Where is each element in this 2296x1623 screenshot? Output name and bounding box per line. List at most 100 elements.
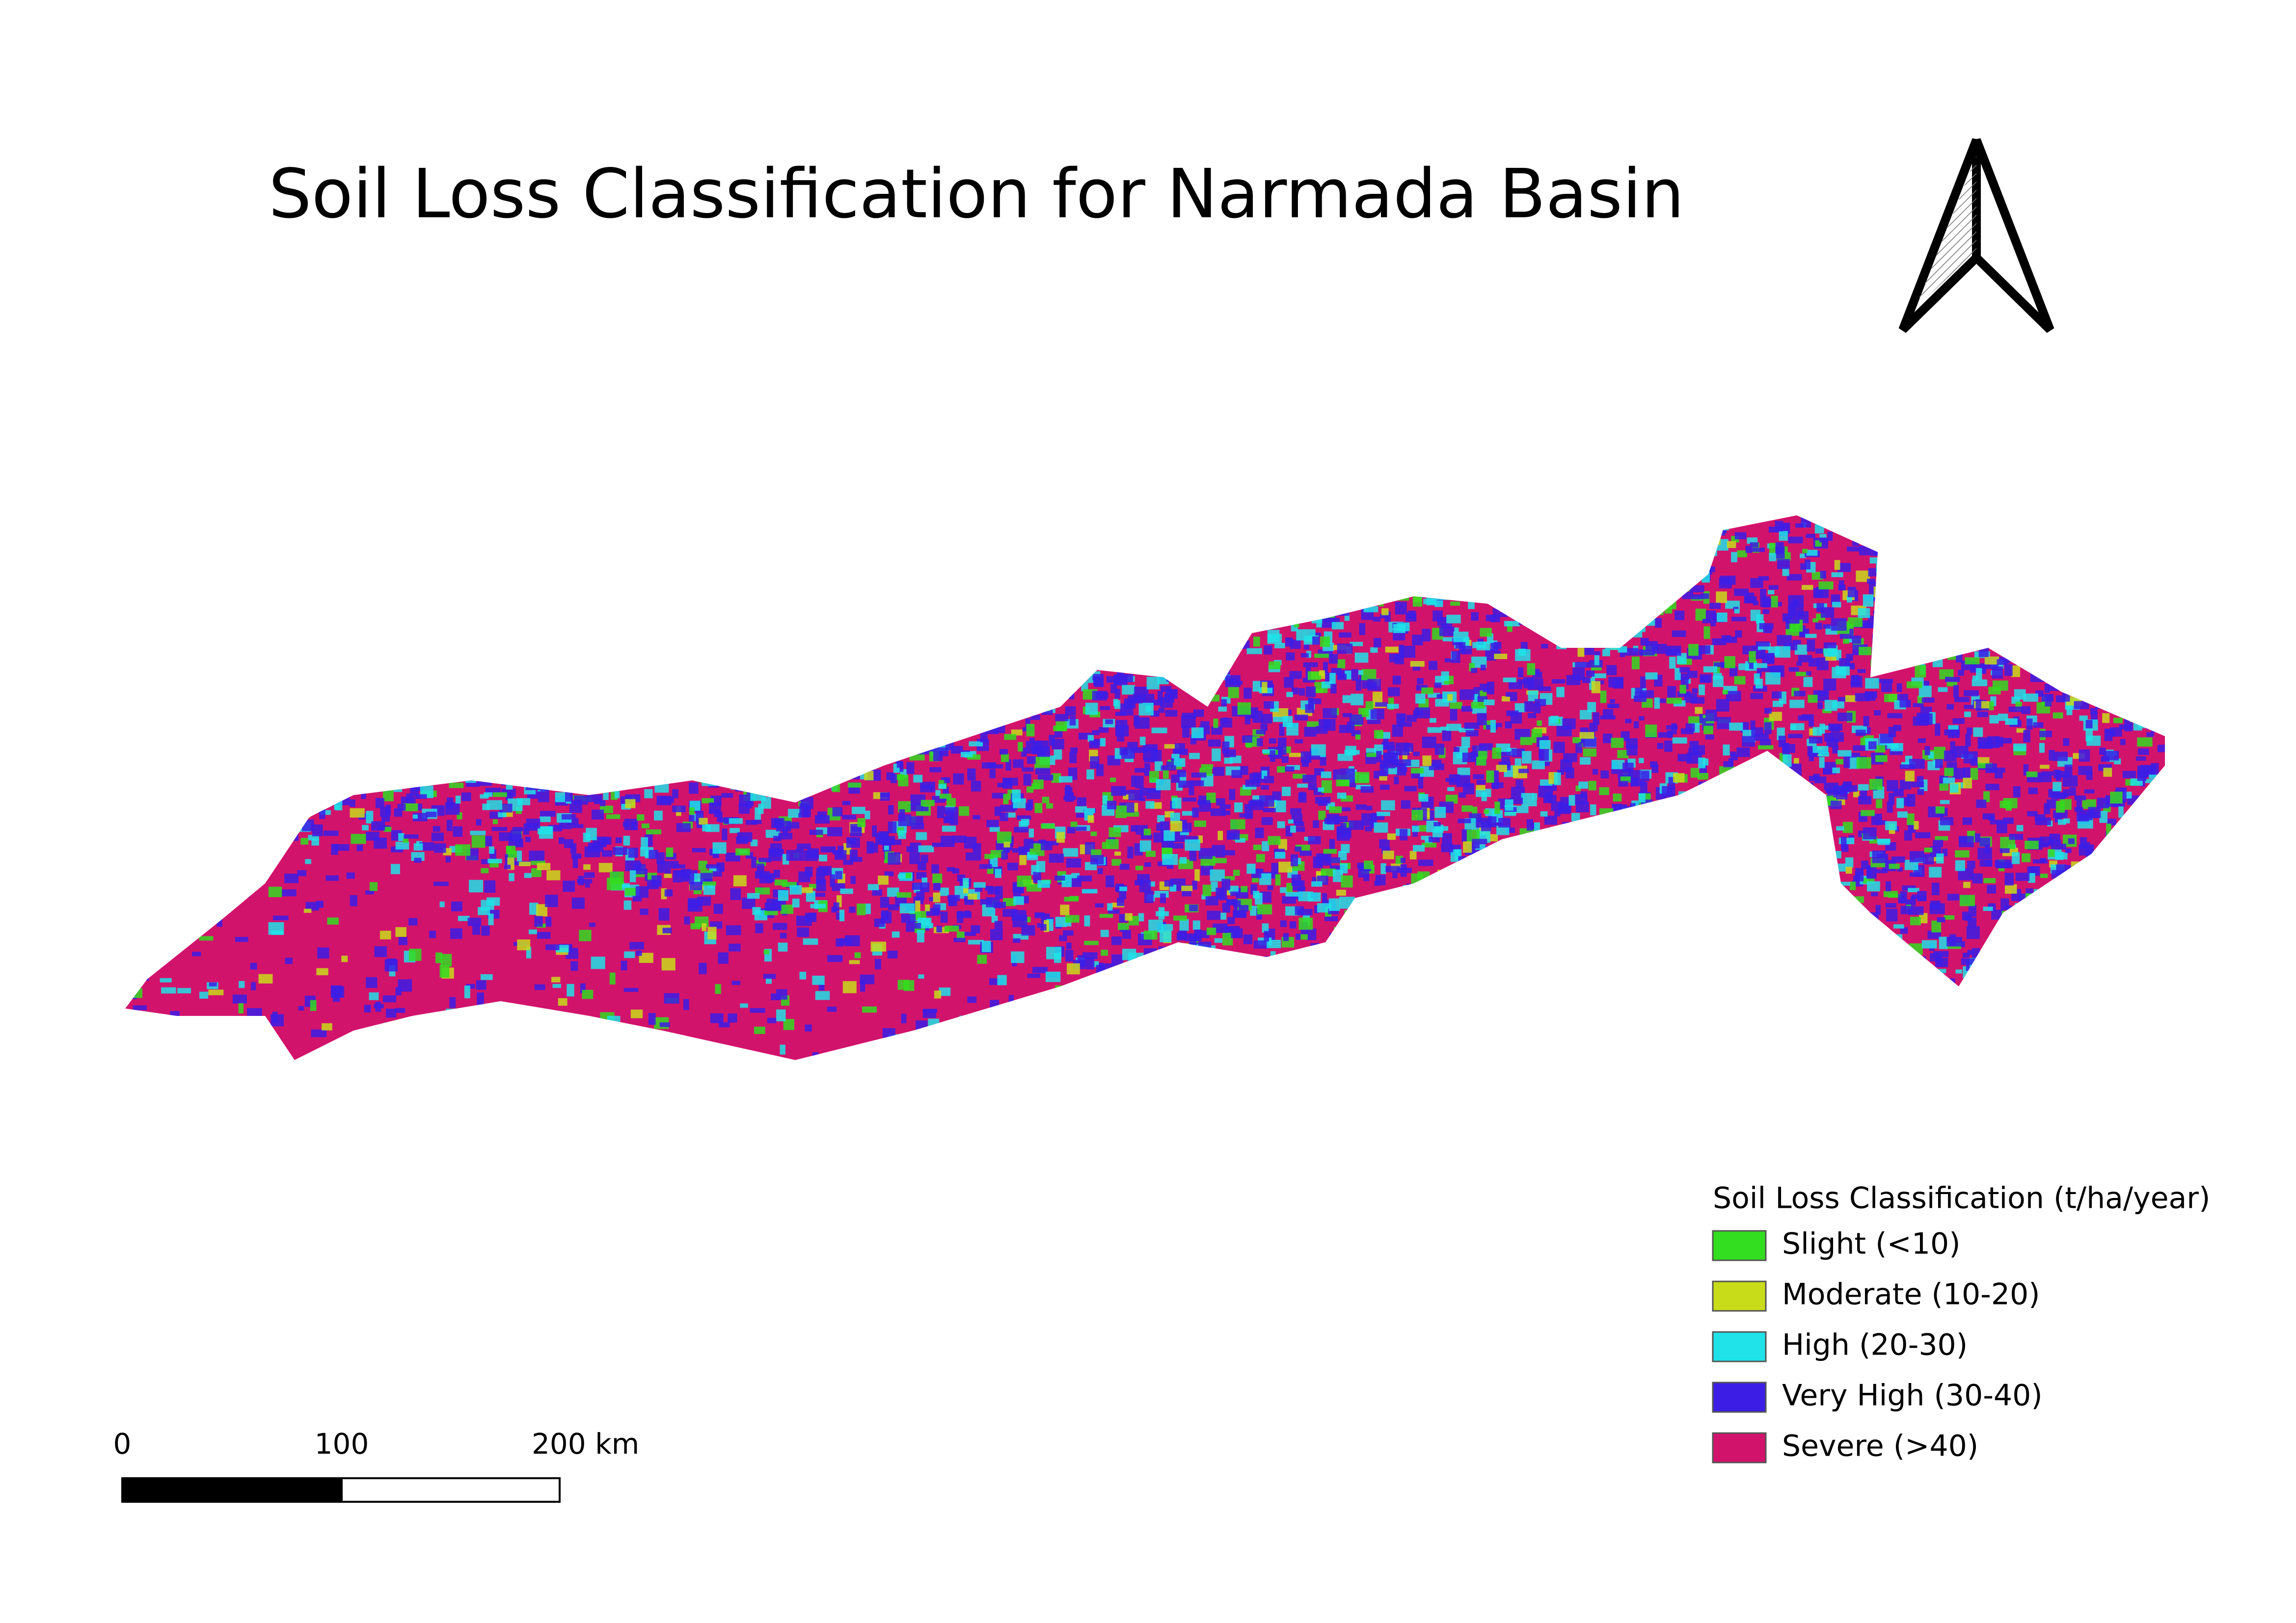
- basin-pixel: [1106, 839, 1119, 850]
- basin-pixel: [1194, 869, 1200, 881]
- basin-pixel: [937, 806, 945, 819]
- basin-pixel: [1076, 813, 1092, 818]
- basin-pixel: [1847, 595, 1852, 603]
- basin-pixel: [1521, 793, 1534, 800]
- basin-pixel: [1972, 675, 1978, 681]
- basin-pixel: [1243, 785, 1257, 790]
- basin-pixel: [1487, 682, 1494, 694]
- basin-pixel: [1447, 787, 1455, 791]
- basin-pixel: [417, 803, 423, 811]
- basin-pixel: [1865, 678, 1879, 689]
- basin-pixel: [1421, 835, 1432, 840]
- basin-pixel: [1858, 784, 1869, 791]
- basin-pixel: [1301, 653, 1309, 658]
- basin-pixel: [906, 921, 917, 932]
- basin-pixel: [1090, 831, 1097, 836]
- basin-pixel: [1849, 881, 1856, 890]
- basin-pixel: [1594, 651, 1601, 656]
- basin-pixel: [431, 832, 444, 841]
- basin-pixel: [558, 837, 565, 844]
- basin-pixel: [1730, 751, 1736, 756]
- basin-pixel: [1063, 848, 1079, 857]
- basin-pixel: [1987, 885, 1997, 894]
- basin-pixel: [2137, 748, 2149, 755]
- basin-pixel: [1794, 644, 1808, 655]
- basin-pixel: [1959, 895, 1975, 906]
- basin-pixel: [1351, 693, 1364, 706]
- basin-pixel: [1459, 792, 1466, 798]
- basin-pixel: [956, 911, 972, 918]
- basin-pixel: [787, 822, 800, 829]
- basin-pixel: [756, 863, 764, 875]
- basin-pixel: [1669, 657, 1676, 669]
- basin-pixel: [233, 994, 247, 1004]
- basin-pixel: [763, 974, 776, 979]
- basin-pixel: [1271, 863, 1278, 875]
- basin-pixel: [2004, 884, 2017, 894]
- basin-pixel: [827, 955, 843, 962]
- basin-pixel: [1944, 768, 1954, 776]
- basin-pixel: [1750, 693, 1763, 699]
- basin-pixel: [1807, 639, 1815, 652]
- basin-pixel: [2076, 800, 2082, 812]
- basin-pixel: [1252, 877, 1259, 883]
- basin-pixel: [1131, 825, 1137, 832]
- basin-pixel: [938, 784, 946, 789]
- basin-pixel: [1675, 667, 1681, 680]
- basin-pixel: [915, 901, 920, 912]
- basin-pixel: [1385, 866, 1401, 873]
- basin-pixel: [341, 956, 348, 962]
- basin-pixel: [1887, 713, 1903, 718]
- basin-pixel: [1695, 707, 1703, 714]
- basin-pixel: [1441, 623, 1453, 629]
- basin-pixel: [632, 896, 642, 902]
- basin-pixel: [1355, 734, 1361, 740]
- basin-pixel: [1515, 779, 1523, 789]
- basin-pixel: [1429, 836, 1440, 843]
- basin-pixel: [661, 958, 675, 971]
- basin-pixel: [1395, 602, 1407, 615]
- basin-pixel: [920, 799, 935, 806]
- basin-pixel: [1162, 769, 1169, 779]
- basin-pixel: [1887, 780, 1898, 792]
- basin-pixel: [1834, 560, 1840, 570]
- basin-pixel: [177, 988, 191, 994]
- basin-pixel: [1213, 858, 1227, 863]
- basin-pixel: [1198, 848, 1213, 859]
- basin-pixel: [1609, 704, 1615, 708]
- basin-pixel: [404, 803, 418, 811]
- basin-pixel: [1699, 684, 1705, 695]
- basin-pixel: [624, 888, 637, 896]
- basin-pixel: [1142, 693, 1155, 705]
- basin-pixel: [1329, 806, 1342, 813]
- basin-pixel: [740, 1003, 748, 1008]
- basin-pixel: [1337, 753, 1353, 761]
- basin-pixel: [1341, 875, 1353, 888]
- basin-pixel: [1394, 776, 1399, 784]
- basin-pixel: [1359, 623, 1366, 635]
- basin-pixel: [350, 808, 365, 818]
- basin-pixel: [812, 975, 825, 985]
- basin-pixel: [1510, 696, 1517, 701]
- basin-pixel: [571, 853, 582, 859]
- basin-pixel: [908, 803, 923, 812]
- basin-pixel: [1111, 954, 1123, 966]
- basin-pixel: [1877, 838, 1890, 845]
- basin-pixel: [1789, 699, 1805, 708]
- basin-pixel: [579, 930, 592, 941]
- basin-pixel: [909, 852, 920, 864]
- basin-pixel: [2023, 764, 2029, 775]
- basin-pixel: [606, 814, 621, 819]
- basin-pixel: [1231, 928, 1243, 938]
- basin-pixel: [1457, 768, 1470, 776]
- basin-pixel: [710, 871, 722, 877]
- basin-pixel: [1450, 702, 1462, 709]
- basin-pixel: [776, 1009, 786, 1021]
- basin-pixel: [1008, 995, 1014, 1003]
- basin-pixel: [1003, 794, 1009, 804]
- basin-pixel: [1782, 567, 1789, 576]
- basin-pixel: [630, 1010, 643, 1018]
- basin-pixel: [1108, 827, 1121, 837]
- basin-pixel: [699, 818, 708, 825]
- basin-pixel: [1013, 938, 1021, 943]
